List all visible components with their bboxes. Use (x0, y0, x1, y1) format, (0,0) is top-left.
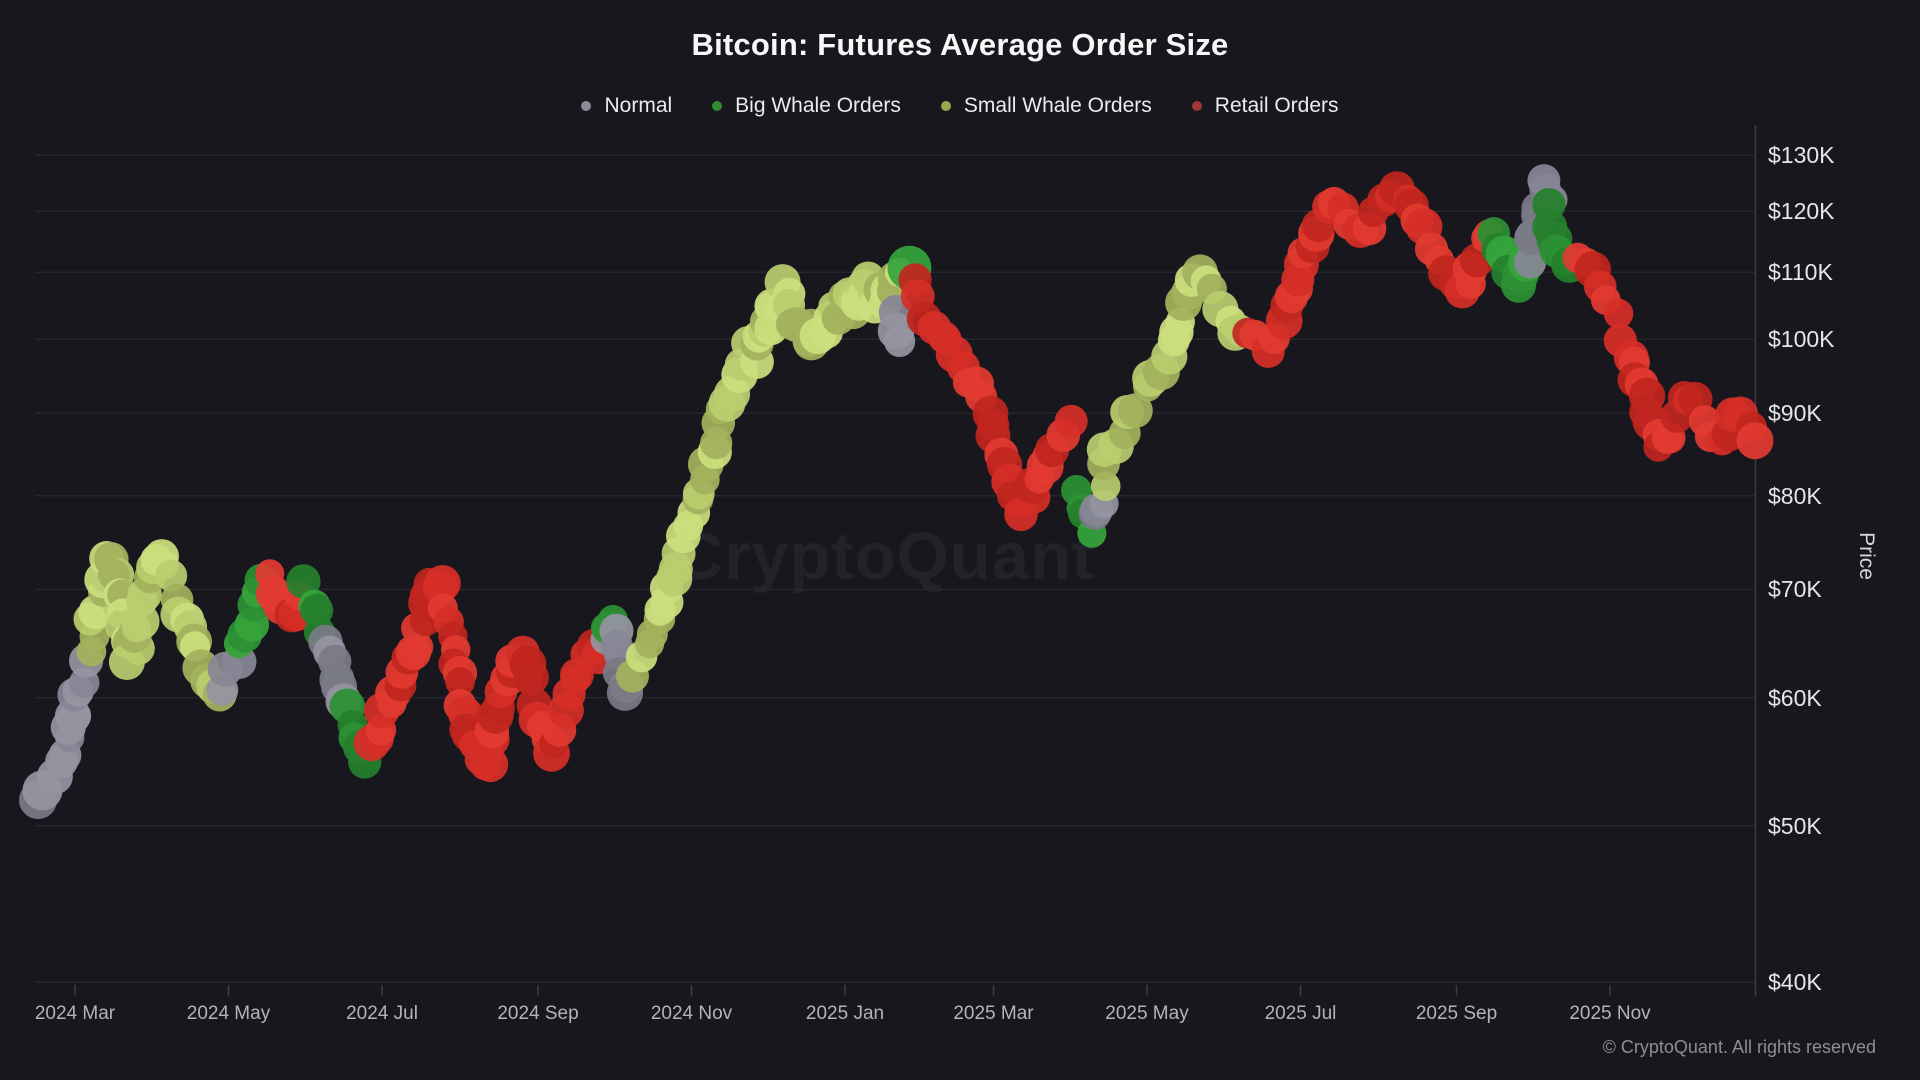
legend-item-retail-orders[interactable]: Retail Orders (1191, 94, 1339, 118)
y-tick-label: $40K (1768, 969, 1822, 996)
axis-lines (74, 125, 1757, 996)
scatter-dots (19, 164, 1774, 820)
x-tick-label: 2025 Mar (953, 1003, 1034, 1024)
x-tick-label: 2024 May (186, 1003, 271, 1024)
legend-dot-icon (581, 101, 592, 111)
legend-item-normal[interactable]: Normal (581, 94, 672, 118)
x-tick-label: 2024 Sep (497, 1003, 579, 1024)
legend-dot-icon (712, 101, 723, 111)
y-tick-label: $100K (1768, 326, 1835, 353)
legend-label: Retail Orders (1214, 94, 1339, 117)
x-tick-label: 2024 Jul (346, 1003, 418, 1024)
y-tick-label: $120K (1768, 198, 1835, 225)
legend: Normal Big Whale Orders Small Whale Orders… (0, 94, 1920, 118)
y-axis-title: Price (1855, 532, 1878, 580)
x-tick-label: 2025 Sep (1415, 1003, 1498, 1024)
x-tick-label: 2025 Nov (1569, 1003, 1651, 1024)
y-tick-label: $90K (1768, 400, 1822, 427)
legend-dot-icon (1191, 101, 1202, 111)
x-tick-label: 2024 Nov (650, 1003, 733, 1024)
x-tick-label: 2025 Jan (805, 1003, 885, 1024)
legend-label: Big Whale Orders (735, 94, 901, 117)
y-tick-label: $70K (1768, 576, 1822, 603)
legend-item-small-whale-orders[interactable]: Small Whale Orders (940, 94, 1152, 118)
legend-dot-icon (940, 101, 951, 111)
y-tick-label: $80K (1768, 482, 1822, 509)
x-tick-label: 2025 May (1105, 1003, 1189, 1024)
y-tick-label: $50K (1768, 812, 1822, 839)
legend-label: Normal (604, 94, 673, 117)
legend-item-big-whale-orders[interactable]: Big Whale Orders (712, 94, 901, 118)
y-tick-label: $130K (1768, 142, 1835, 168)
copyright-footer: © CryptoQuant. All rights reserved (1602, 1037, 1876, 1057)
y-tick-label: $60K (1768, 684, 1822, 711)
cryptoquant-watermark: CryptoQuant (674, 519, 1096, 594)
y-tick-label: $110K (1768, 259, 1833, 286)
legend-label: Small Whale Orders (963, 94, 1152, 117)
chart-title: Bitcoin: Futures Average Order Size (691, 27, 1229, 62)
x-tick-label: 2025 Jul (1264, 1003, 1337, 1024)
x-tick-label: 2024 Mar (34, 1003, 116, 1024)
